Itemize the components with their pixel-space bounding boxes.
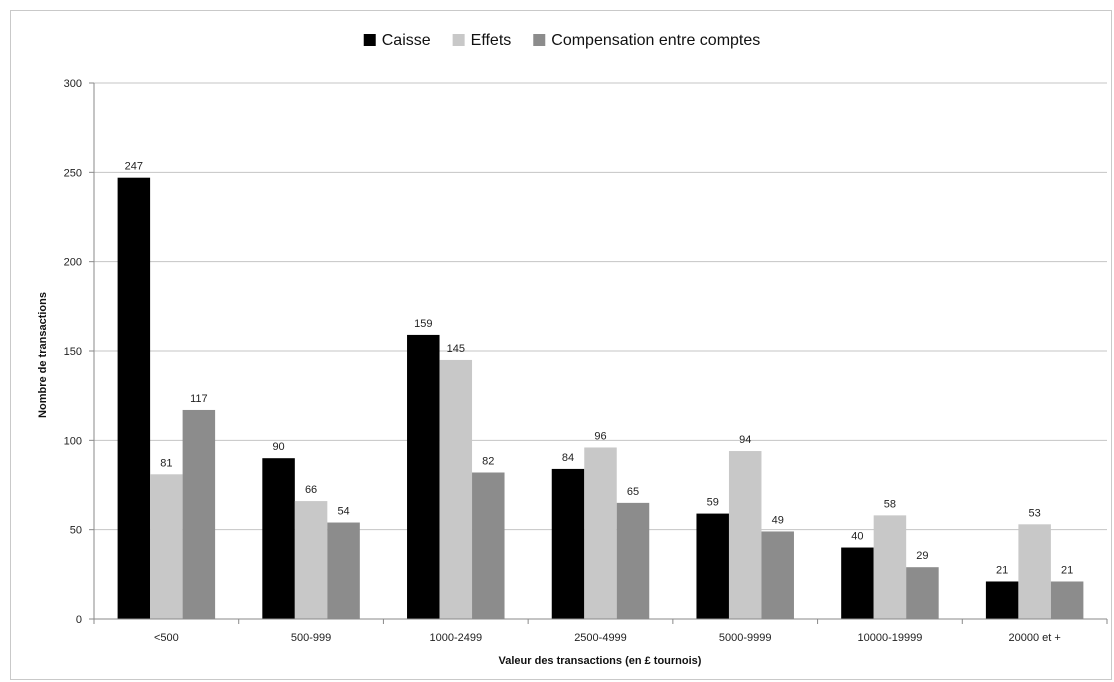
x-tick-label: 10000-19999 bbox=[858, 632, 923, 644]
data-label: 90 bbox=[272, 441, 284, 453]
bar bbox=[262, 458, 295, 619]
bar bbox=[472, 472, 505, 619]
x-tick-label: 500-999 bbox=[291, 632, 331, 644]
data-label: 117 bbox=[190, 393, 208, 405]
axes: 0 50 100 150 200 250 300 <500 500-999 1000-2499 25… bbox=[64, 78, 1108, 644]
y-tick-label: 100 bbox=[64, 435, 82, 447]
bar bbox=[985, 581, 1019, 619]
bars bbox=[117, 177, 1084, 619]
data-label: 84 bbox=[562, 452, 574, 464]
y-tick-label: 200 bbox=[64, 257, 82, 269]
data-label: 21 bbox=[996, 564, 1008, 576]
data-label: 159 bbox=[414, 318, 432, 330]
data-label: 21 bbox=[1061, 564, 1073, 576]
x-tick-label: 2500-4999 bbox=[574, 632, 627, 644]
bar bbox=[873, 515, 907, 619]
bar bbox=[761, 531, 794, 619]
legend-swatch bbox=[363, 34, 376, 46]
x-tick-label: 1000-2499 bbox=[429, 632, 482, 644]
bar bbox=[1050, 581, 1084, 619]
legend-swatch bbox=[452, 34, 465, 46]
bar-chart: 247 81 117 90 66 54 159 145 82 84 96 65 59 94 49 40 58 29… bbox=[37, 32, 1108, 667]
legend: Caisse Effets Compensation entre comptes bbox=[363, 32, 760, 49]
bar bbox=[551, 468, 585, 619]
y-tick-label: 250 bbox=[64, 167, 82, 179]
y-tick-label: 50 bbox=[70, 525, 82, 537]
bar bbox=[906, 567, 939, 619]
gridlines bbox=[94, 82, 1107, 531]
y-tick-label: 300 bbox=[64, 78, 82, 90]
data-label: 29 bbox=[916, 550, 928, 562]
x-axis-title: Valeur des transactions (en £ tournois) bbox=[499, 655, 702, 667]
data-label: 54 bbox=[337, 506, 349, 518]
data-label: 66 bbox=[305, 484, 317, 496]
data-label: 247 bbox=[125, 161, 143, 173]
y-tick-label: 150 bbox=[64, 346, 82, 358]
data-label: 96 bbox=[594, 430, 606, 442]
data-label: 145 bbox=[447, 343, 465, 355]
data-labels: 247 81 117 90 66 54 159 145 82 84 96 65 59 94 49 40 58 29… bbox=[125, 161, 1074, 577]
bar bbox=[841, 547, 874, 619]
y-tick-label: 0 bbox=[76, 614, 82, 626]
x-tick-label: <500 bbox=[154, 632, 179, 644]
bar bbox=[150, 474, 183, 619]
data-label: 65 bbox=[627, 486, 639, 498]
data-label: 94 bbox=[739, 434, 751, 446]
y-axis-title: Nombre de transactions bbox=[37, 292, 49, 418]
x-tick-label: 20000 et + bbox=[1008, 632, 1060, 644]
data-label: 82 bbox=[482, 455, 494, 467]
bar bbox=[407, 334, 440, 619]
bar bbox=[584, 447, 617, 619]
x-tick-label: 5000-9999 bbox=[719, 632, 772, 644]
legend-label: Compensation entre comptes bbox=[551, 32, 760, 49]
bar bbox=[117, 177, 151, 619]
data-label: 59 bbox=[707, 497, 719, 509]
bar bbox=[696, 513, 729, 619]
data-label: 49 bbox=[772, 514, 784, 526]
data-label: 53 bbox=[1029, 507, 1041, 519]
data-label: 40 bbox=[851, 531, 863, 543]
legend-label: Caisse bbox=[382, 32, 431, 49]
chart-frame: 247 81 117 90 66 54 159 145 82 84 96 65 59 94 49 40 58 29… bbox=[10, 10, 1112, 680]
legend-label: Effets bbox=[471, 32, 512, 49]
bar bbox=[327, 522, 360, 619]
data-label: 81 bbox=[160, 457, 172, 469]
bar bbox=[294, 501, 328, 619]
bar bbox=[1018, 524, 1051, 619]
legend-swatch bbox=[533, 34, 546, 46]
bar bbox=[616, 502, 650, 619]
data-label: 58 bbox=[884, 498, 896, 510]
bar bbox=[182, 409, 216, 619]
bar bbox=[728, 451, 762, 619]
bar bbox=[439, 359, 473, 619]
